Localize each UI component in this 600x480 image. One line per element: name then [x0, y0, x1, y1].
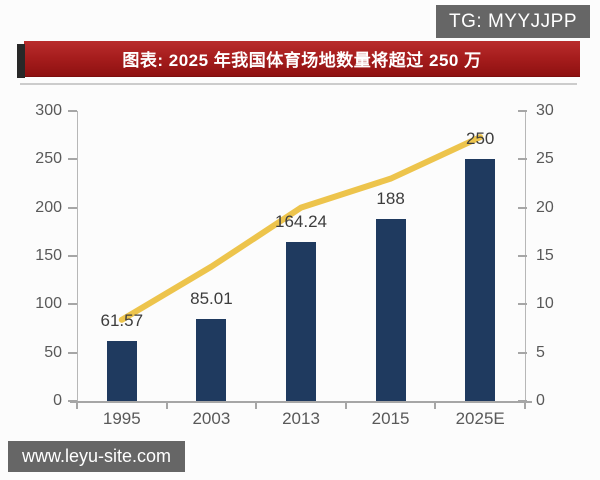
right-y-axis-tick	[518, 400, 527, 402]
chart-title: 图表: 2025 年我国体育场地数量将超过 250 万	[122, 51, 482, 70]
left-y-axis-line	[77, 111, 78, 402]
x-axis-category-label: 2015	[371, 409, 410, 428]
left-y-axis-tick	[68, 158, 77, 161]
right-y-axis-tick	[518, 206, 527, 209]
right-y-axis-tick-label: 0	[536, 392, 545, 409]
right-y-axis-tick	[518, 158, 527, 161]
right-y-axis-tick-label: 10	[536, 295, 554, 313]
left-y-axis-tick-label: 100	[35, 295, 62, 313]
right-y-axis-tick	[518, 110, 527, 112]
left-y-axis-tick	[68, 400, 77, 402]
right-y-axis-tick	[518, 303, 527, 306]
left-y-axis-tick-label: 0	[53, 392, 62, 409]
x-axis-category-label: 2003	[192, 409, 231, 428]
right-y-axis-tick	[518, 351, 527, 354]
x-axis-category-label: 2025E	[455, 409, 505, 428]
right-y-axis-tick	[518, 255, 527, 257]
title-bar-shadow	[20, 83, 577, 85]
left-y-axis-tick	[68, 110, 77, 112]
site-watermark-badge: www.leyu-site.com	[8, 441, 186, 472]
bar-value-label: 188	[376, 189, 405, 209]
left-y-axis-tick	[68, 303, 77, 306]
x-axis-tick	[344, 403, 347, 409]
left-y-axis-tick-label: 300	[35, 102, 62, 119]
x-axis-category-label: 1995	[102, 409, 141, 428]
right-y-axis-tick-label: 15	[536, 247, 554, 264]
x-axis-tick	[524, 403, 526, 409]
bar-value-label: 85.01	[190, 288, 233, 308]
right-y-axis-tick-label: 25	[536, 150, 554, 168]
x-axis-category-label: 2013	[282, 409, 320, 428]
bar-value-label: 250	[466, 129, 495, 149]
left-y-axis-tick-label: 250	[35, 150, 62, 168]
left-y-axis-tick	[68, 351, 77, 354]
bar-1995	[106, 341, 137, 401]
left-y-axis-tick-label: 150	[35, 247, 62, 264]
x-axis-tick	[255, 403, 258, 409]
x-axis-line	[70, 401, 532, 403]
bar-value-label: 61.57	[100, 311, 144, 331]
chart-title-bar: 图表: 2025 年我国体育场地数量将超过 250 万	[24, 41, 580, 77]
left-y-axis-tick	[68, 206, 77, 209]
x-axis-tick	[165, 403, 168, 409]
left-y-axis-tick	[68, 255, 77, 257]
x-axis-tick	[76, 403, 78, 409]
bar-2003	[196, 318, 227, 401]
bar-2025E	[465, 159, 496, 401]
left-y-axis-tick-label: 50	[44, 343, 62, 361]
bar-2015	[375, 219, 406, 401]
telegram-watermark-badge: TG: MYYJJPP	[436, 5, 590, 38]
left-y-axis-tick-label: 200	[35, 198, 62, 216]
x-axis-tick	[434, 403, 437, 409]
right-y-axis-tick-label: 20	[536, 198, 554, 216]
bar-2013	[286, 242, 316, 401]
right-y-axis-tick-label: 30	[536, 102, 554, 119]
right-y-axis-tick-label: 5	[536, 343, 545, 361]
title-left-cap	[17, 44, 25, 78]
bar-value-label: 164.24	[275, 212, 327, 232]
